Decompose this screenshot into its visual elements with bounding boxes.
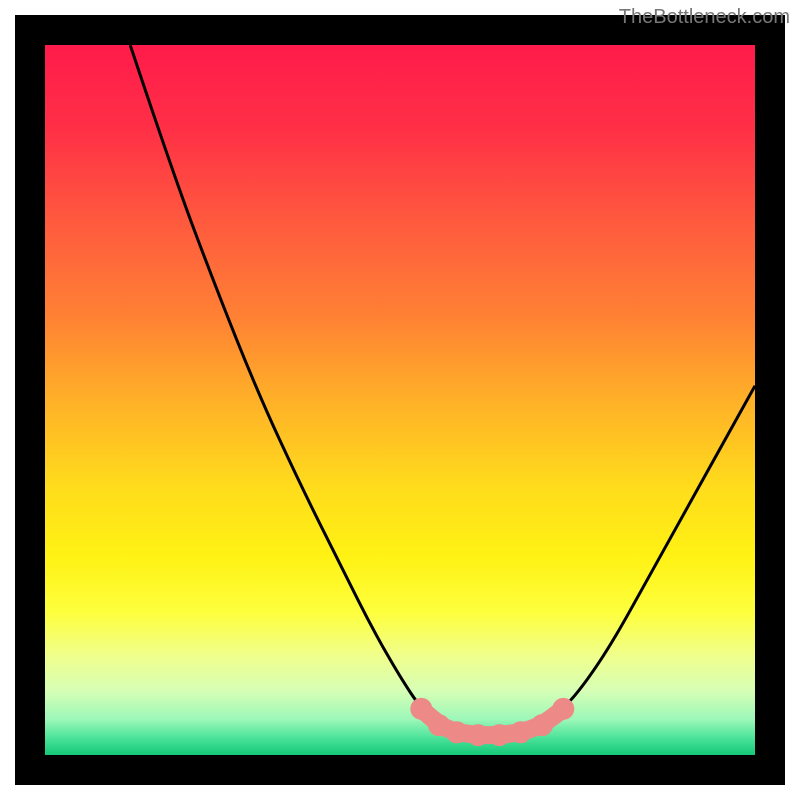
gradient-background [45,45,755,755]
bottleneck-chart [0,0,800,800]
marker-dot [488,724,510,746]
marker-dot [410,698,432,720]
marker-dot [510,721,532,743]
marker-dot [531,714,553,736]
marker-dot [467,724,489,746]
marker-dot [552,698,574,720]
watermark-text: TheBottleneck.com [619,6,790,29]
chart-stage: TheBottleneck.com [0,0,800,800]
marker-dot [446,721,468,743]
